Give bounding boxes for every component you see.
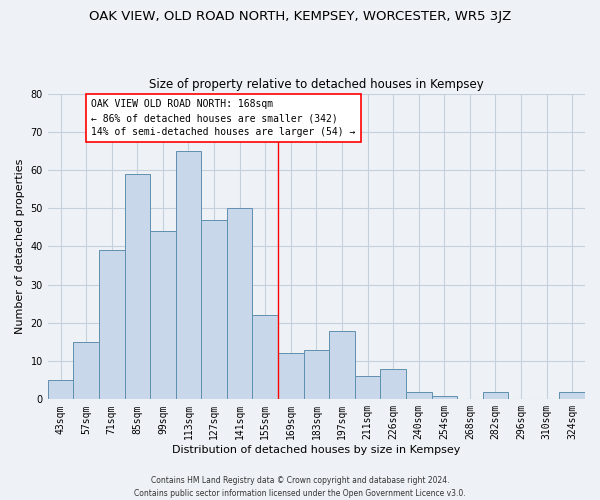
Bar [125,174,150,400]
Title: Size of property relative to detached houses in Kempsey: Size of property relative to detached ho… [149,78,484,91]
Bar [150,231,176,400]
Text: Contains HM Land Registry data © Crown copyright and database right 2024.
Contai: Contains HM Land Registry data © Crown c… [134,476,466,498]
Text: OAK VIEW, OLD ROAD NORTH, KEMPSEY, WORCESTER, WR5 3JZ: OAK VIEW, OLD ROAD NORTH, KEMPSEY, WORCE… [89,10,511,23]
Bar [380,369,406,400]
Bar [482,392,508,400]
Bar [253,315,278,400]
Bar [431,396,457,400]
Bar [227,208,253,400]
Bar [99,250,125,400]
Bar [48,380,73,400]
Bar [559,392,585,400]
Bar [201,220,227,400]
X-axis label: Distribution of detached houses by size in Kempsey: Distribution of detached houses by size … [172,445,461,455]
Bar [355,376,380,400]
Text: OAK VIEW OLD ROAD NORTH: 168sqm
← 86% of detached houses are smaller (342)
14% o: OAK VIEW OLD ROAD NORTH: 168sqm ← 86% of… [91,100,356,138]
Y-axis label: Number of detached properties: Number of detached properties [15,159,25,334]
Bar [176,151,201,400]
Bar [406,392,431,400]
Bar [329,330,355,400]
Bar [73,342,99,400]
Bar [278,354,304,400]
Bar [304,350,329,400]
